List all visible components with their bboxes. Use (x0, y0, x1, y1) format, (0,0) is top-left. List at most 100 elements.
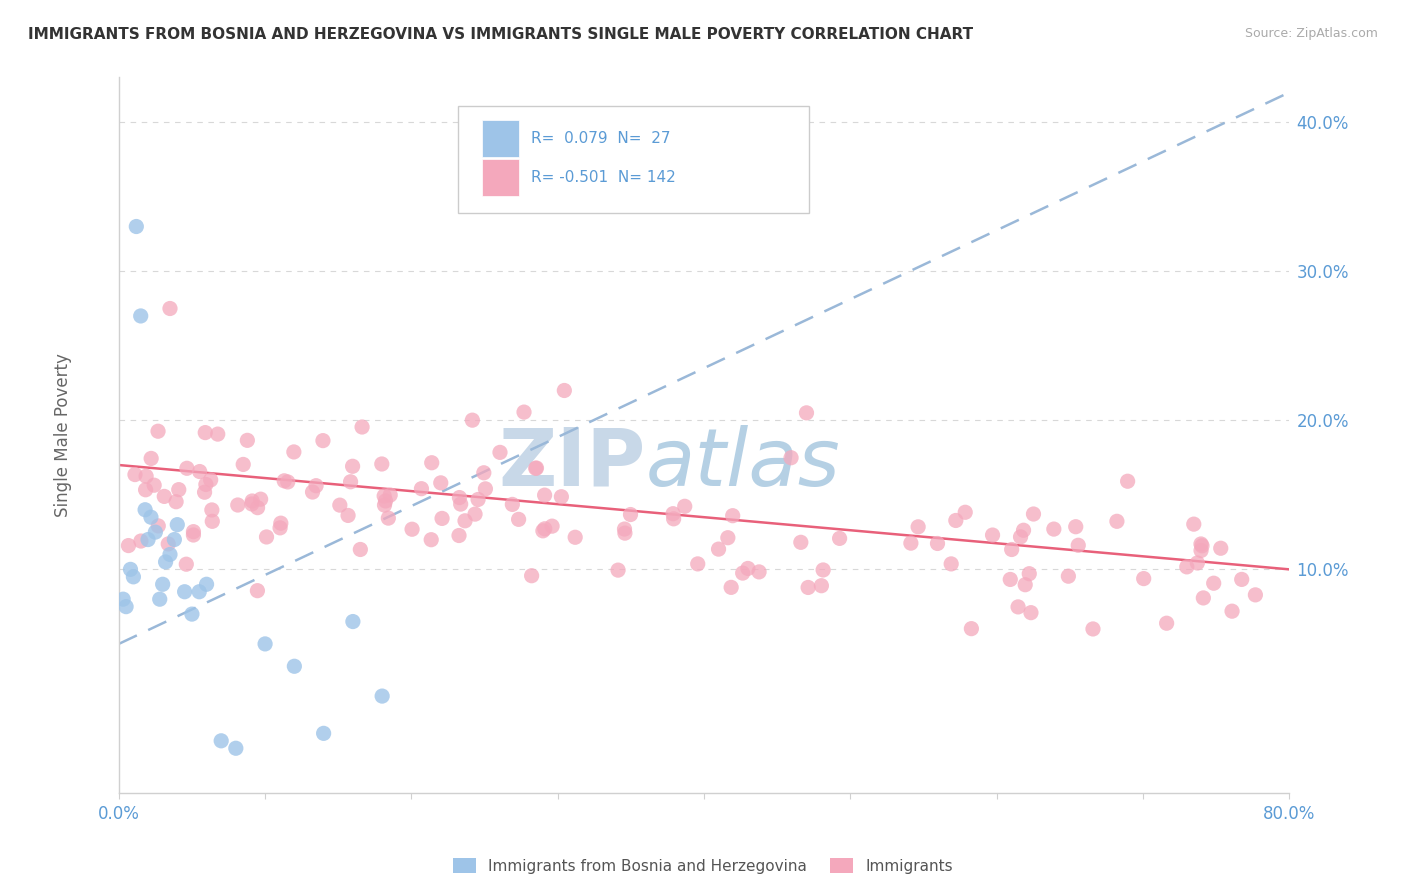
Point (721, 508, 744, 523)
Point (136, 533, 159, 547)
Point (607, 563, 630, 577)
Point (373, 489, 395, 503)
Point (163, 533, 186, 547)
Point (429, 475, 451, 490)
Point (553, 384, 575, 398)
Point (283, 445, 305, 459)
Point (342, 459, 364, 474)
Point (981, 528, 1004, 542)
Point (420, 456, 443, 470)
Point (960, 622, 983, 636)
Point (273, 474, 295, 488)
Point (508, 512, 530, 526)
Point (464, 507, 486, 521)
Point (201, 503, 224, 517)
Point (533, 522, 555, 536)
Point (148, 519, 170, 533)
Point (1014, 578, 1036, 592)
Point (167, 483, 190, 497)
Point (143, 478, 166, 492)
Point (907, 520, 929, 534)
Point (135, 483, 157, 497)
Point (349, 542, 371, 557)
Point (277, 475, 299, 489)
Legend: Immigrants from Bosnia and Herzegovina, Immigrants: Immigrants from Bosnia and Herzegovina, … (447, 852, 959, 880)
Point (1244, 588, 1267, 602)
FancyBboxPatch shape (482, 159, 519, 196)
Point (135, 469, 157, 483)
Point (226, 498, 249, 512)
Point (188, 465, 211, 479)
Point (720, 580, 742, 594)
Point (337, 508, 360, 523)
Point (430, 511, 453, 525)
Point (176, 558, 198, 572)
Point (1132, 572, 1154, 586)
Point (305, 479, 328, 493)
Point (613, 526, 636, 541)
Point (155, 555, 177, 569)
Point (129, 534, 152, 549)
Point (152, 577, 174, 591)
Point (662, 512, 685, 526)
Point (449, 491, 471, 505)
Point (526, 461, 548, 475)
Point (447, 528, 470, 542)
Point (472, 466, 495, 480)
Point (249, 492, 271, 507)
Point (246, 500, 269, 515)
Point (1081, 622, 1104, 636)
Point (531, 524, 554, 538)
Point (613, 522, 636, 536)
Point (1182, 517, 1205, 532)
Point (200, 473, 222, 487)
Point (112, 592, 135, 607)
Point (225, 741, 247, 756)
Point (673, 500, 696, 514)
Point (662, 507, 685, 521)
Point (159, 548, 181, 562)
Point (686, 557, 709, 571)
Point (270, 516, 292, 531)
Point (900, 536, 922, 550)
Point (120, 562, 142, 576)
Point (450, 497, 472, 511)
Point (454, 514, 477, 528)
Point (541, 519, 564, 533)
Point (232, 458, 254, 472)
Point (201, 514, 224, 528)
Point (124, 467, 146, 482)
Point (520, 568, 543, 582)
Point (269, 521, 291, 535)
Point (524, 461, 547, 475)
Point (380, 488, 402, 502)
Point (312, 434, 335, 448)
Point (941, 557, 963, 571)
Point (461, 413, 484, 427)
Point (1067, 538, 1090, 552)
Point (1202, 576, 1225, 591)
Point (619, 508, 641, 522)
Point (474, 482, 496, 496)
Text: atlas: atlas (645, 425, 841, 503)
Point (143, 525, 166, 540)
Point (377, 511, 399, 525)
Point (1192, 591, 1215, 605)
Point (1156, 616, 1178, 631)
Point (717, 531, 740, 545)
Point (1022, 507, 1045, 521)
FancyBboxPatch shape (458, 106, 810, 213)
Point (1057, 569, 1080, 583)
Point (420, 533, 443, 547)
Point (748, 565, 770, 579)
Point (797, 581, 820, 595)
Point (115, 599, 138, 614)
Point (339, 475, 361, 489)
Point (240, 494, 263, 508)
Point (550, 490, 572, 504)
Point (374, 494, 396, 508)
Point (329, 498, 352, 512)
Point (790, 535, 813, 549)
Point (165, 494, 187, 508)
Point (501, 497, 523, 511)
